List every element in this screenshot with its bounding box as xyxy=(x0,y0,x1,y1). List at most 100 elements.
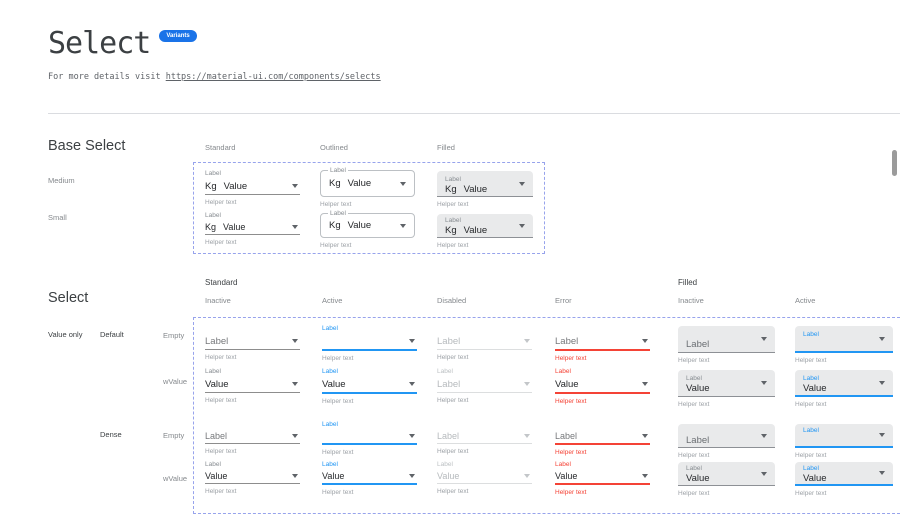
select-dense-standard-active-empty[interactable]: Label Helper text xyxy=(322,421,417,456)
helper-text: Helper text xyxy=(555,355,587,362)
select-dense-filled-active-empty[interactable]: Label Helper text xyxy=(795,424,893,459)
base-select-filled-small[interactable]: Label Kg Value Helper text xyxy=(437,214,533,249)
adornment: Kg xyxy=(445,184,457,195)
floating-label: Label xyxy=(328,167,348,175)
select-dense-standard-active-value[interactable]: Label Value Helper text xyxy=(322,461,417,496)
dropdown-arrow-icon xyxy=(400,181,406,186)
helper-text: Helper text xyxy=(678,452,710,459)
base-dashed-annotation-border xyxy=(193,162,545,254)
column-header-filled: Filled xyxy=(437,143,455,152)
select-value: Label xyxy=(437,335,461,347)
select-input: Label xyxy=(555,333,650,351)
dropdown-arrow-icon xyxy=(409,382,415,386)
helper-text: Helper text xyxy=(320,242,352,249)
variants-badge: Variants xyxy=(159,30,197,42)
select-dense-standard-disabled-empty: Label Helper text xyxy=(437,421,532,455)
select-standard-active-empty[interactable]: Label Helper text xyxy=(322,324,417,362)
floating-label: Label xyxy=(437,368,453,375)
select-input: Label xyxy=(678,326,775,353)
dropdown-arrow-icon xyxy=(761,471,767,476)
select-filled-active-empty[interactable]: Label Helper text xyxy=(795,326,893,364)
select-input: Label Kg Value xyxy=(320,167,415,197)
select-standard-inactive-empty[interactable]: Label Helper text xyxy=(205,324,300,361)
base-select-standard-medium[interactable]: Label Kg Value Helper text xyxy=(205,169,300,206)
select-value: Value xyxy=(223,180,248,192)
dropdown-arrow-icon xyxy=(524,434,530,438)
helper-text: Helper text xyxy=(322,398,354,405)
helper-text: Helper text xyxy=(678,357,710,364)
select-dense-standard-inactive-empty[interactable]: Label Helper text xyxy=(205,421,300,455)
select-dense-filled-inactive-value[interactable]: Label Value Helper text xyxy=(678,462,775,497)
select-standard-active-value[interactable]: Label Value Helper text xyxy=(322,367,417,405)
dropdown-arrow-icon xyxy=(400,223,406,228)
dropdown-arrow-icon xyxy=(292,184,298,188)
select-dense-standard-inactive-value[interactable]: Label Value Helper text xyxy=(205,461,300,495)
dropdown-arrow-icon xyxy=(879,336,885,341)
dropdown-arrow-icon xyxy=(409,474,415,478)
subtitle-link[interactable]: https://material-ui.com/components/selec… xyxy=(165,72,381,82)
select-dense-standard-error-empty[interactable]: Label Helper text xyxy=(555,421,650,456)
select-value: Value xyxy=(347,178,372,189)
dropdown-arrow-icon xyxy=(761,433,767,438)
select-input: Label Kg Value xyxy=(437,214,533,238)
floating-label xyxy=(686,427,759,435)
floating-label: Label xyxy=(205,212,221,219)
adornment: Kg xyxy=(329,220,341,231)
floating-label: Label xyxy=(445,217,461,224)
floating-label: Label xyxy=(322,325,338,332)
adornment: Kg xyxy=(329,178,341,189)
select-standard-inactive-value[interactable]: Label Value Helper text xyxy=(205,367,300,404)
select-value: Label xyxy=(437,431,460,441)
helper-text: Helper text xyxy=(205,397,237,404)
select-input: Label xyxy=(437,333,532,350)
base-select-filled-medium[interactable]: Label Kg Value Helper text xyxy=(437,171,533,208)
select-input: Label xyxy=(205,333,300,350)
select-input: Label Kg Value xyxy=(320,210,415,238)
column-header-standard: Standard xyxy=(205,143,236,152)
select-standard-error-empty[interactable]: Label Helper text xyxy=(555,324,650,362)
select-input: Label Kg Value xyxy=(437,171,533,197)
base-select-outlined-medium[interactable]: Label Kg Value Helper text xyxy=(320,167,415,208)
select-value: Label xyxy=(686,339,710,350)
floating-label xyxy=(437,324,532,333)
dropdown-arrow-icon xyxy=(292,339,298,343)
helper-text: Helper text xyxy=(437,354,469,361)
helper-text: Helper text xyxy=(437,242,469,249)
column-header-disabled: Disabled xyxy=(437,296,467,305)
select-filled-active-value[interactable]: Label Value Helper text xyxy=(795,370,893,408)
select-input: Value xyxy=(205,469,300,484)
column-header-error: Error xyxy=(555,296,572,305)
floating-label: Label xyxy=(205,170,221,177)
select-dense-filled-active-value[interactable]: Label Value Helper text xyxy=(795,462,893,497)
select-dense-filled-inactive-empty[interactable]: Label Helper text xyxy=(678,424,775,459)
select-value: Value xyxy=(437,471,460,481)
select-input: Label xyxy=(678,424,775,448)
select-input: Value xyxy=(322,376,417,394)
select-input: Label Value xyxy=(678,370,775,397)
floating-label: Label xyxy=(686,375,702,382)
floating-label xyxy=(555,324,650,333)
select-filled-inactive-value[interactable]: Label Value Helper text xyxy=(678,370,775,408)
helper-text: Helper text xyxy=(205,354,237,361)
select-input: Value xyxy=(205,376,300,393)
select-input: Label Value xyxy=(795,370,893,397)
select-value: Value xyxy=(803,473,827,484)
select-input: Label xyxy=(205,429,300,444)
select-input: Kg Value xyxy=(205,220,300,235)
select-value: Value xyxy=(322,378,346,390)
floating-label: Label xyxy=(322,368,338,375)
row-label-dense: Dense xyxy=(100,430,122,439)
dropdown-arrow-icon xyxy=(524,382,530,386)
scrollbar-thumb[interactable] xyxy=(892,150,897,176)
select-value: Kg Value xyxy=(445,225,488,236)
helper-text: Helper text xyxy=(322,449,354,456)
base-select-standard-small[interactable]: Label Kg Value Helper text xyxy=(205,212,300,246)
dropdown-arrow-icon xyxy=(879,380,885,385)
select-filled-inactive-empty[interactable]: Label Helper text xyxy=(678,326,775,364)
select-input: Kg Value xyxy=(205,178,300,195)
base-select-outlined-small[interactable]: Label Kg Value Helper text xyxy=(320,210,415,249)
select-dense-standard-error-value[interactable]: Label Value Helper text xyxy=(555,461,650,496)
select-input xyxy=(322,429,417,445)
select-standard-error-value[interactable]: Label Value Helper text xyxy=(555,367,650,405)
helper-text: Helper text xyxy=(322,355,354,362)
